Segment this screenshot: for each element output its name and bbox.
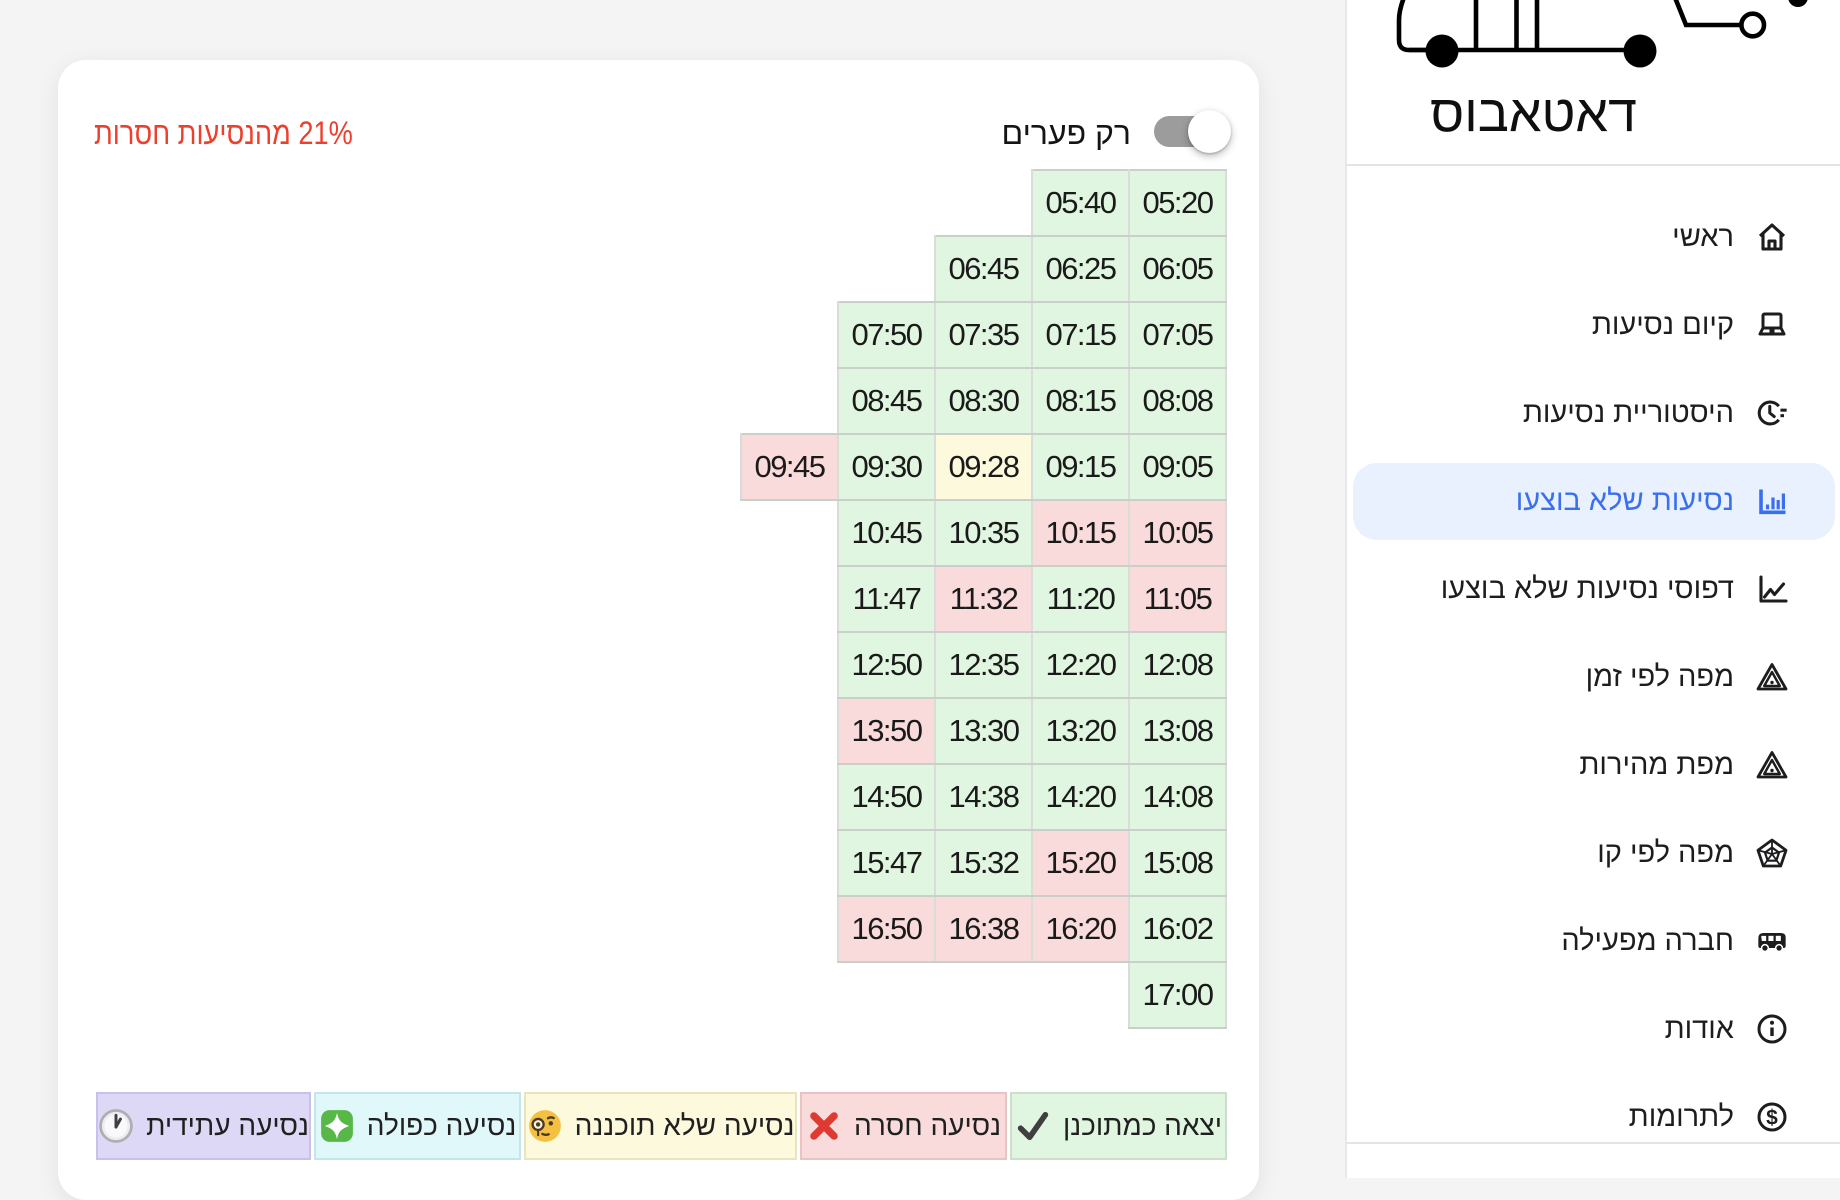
svg-text:$: $ [1766,1107,1778,1130]
